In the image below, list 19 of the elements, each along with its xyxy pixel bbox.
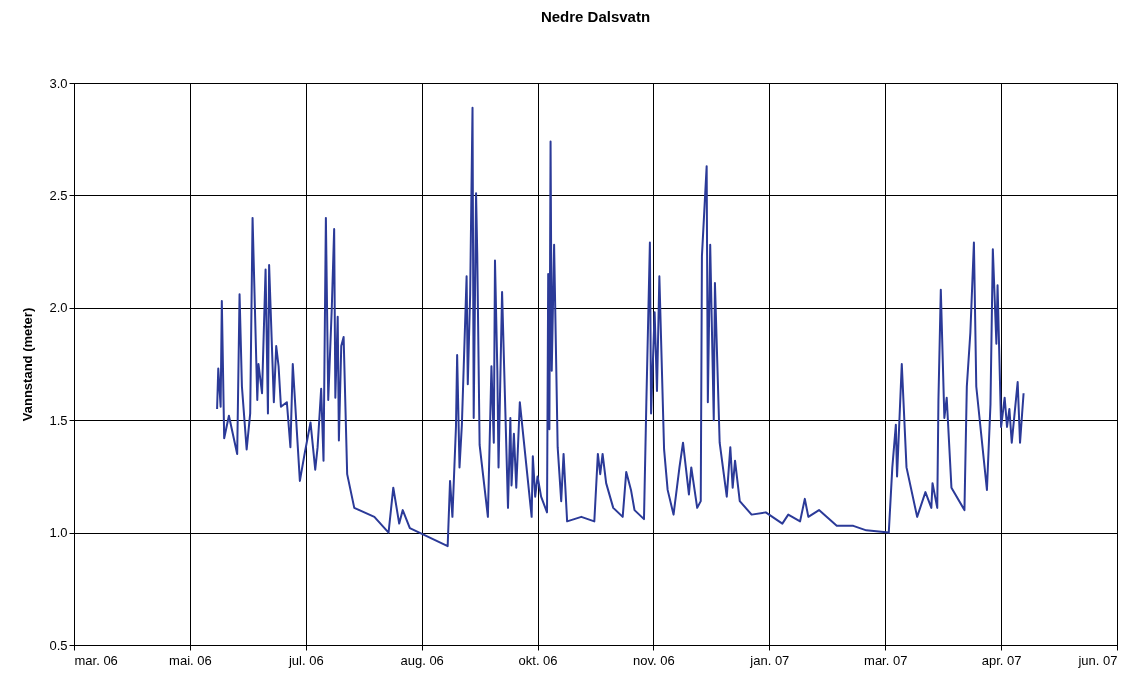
x-tick-label: aug. 06 <box>400 652 444 668</box>
y-tick-label: 2.0 <box>49 300 68 316</box>
x-tick-label: okt. 06 <box>518 652 558 668</box>
line-series <box>216 106 1025 548</box>
y-tick-label: 0.5 <box>49 637 68 653</box>
x-tick-label: jan. 07 <box>749 652 790 668</box>
y-axis-title: Vannstand (meter) <box>20 307 36 422</box>
y-tick-label: 2.5 <box>49 187 68 203</box>
y-tick-label: 3.0 <box>49 75 68 91</box>
x-tick-label: mar. 07 <box>864 652 908 668</box>
x-tick-label: jun. 07 <box>1077 652 1118 668</box>
x-tick-label: nov. 06 <box>633 652 675 668</box>
x-tick-label: jul. 06 <box>287 652 324 668</box>
chart-title: Nedre Dalsvatn <box>540 8 651 25</box>
y-tick-label: 1.0 <box>49 525 68 541</box>
y-tick-label: 1.5 <box>49 412 68 428</box>
x-tick-label: apr. 07 <box>981 652 1022 668</box>
x-tick-label: mai. 06 <box>169 652 212 668</box>
x-tick-label: mar. 06 <box>74 652 118 668</box>
